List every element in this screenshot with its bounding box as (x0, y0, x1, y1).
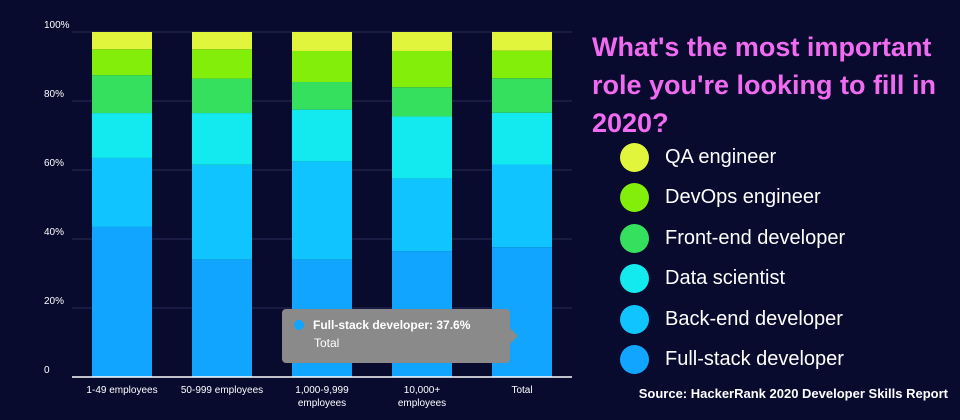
tooltip-swatch (294, 320, 304, 330)
legend-label: Full-stack developer (665, 348, 844, 371)
bar-segment-front-end-developer[interactable] (192, 78, 252, 114)
legend-item-front-end-developer[interactable]: Front-end developer (620, 218, 950, 259)
bar-segment-data-scientist[interactable] (392, 116, 452, 179)
legend-item-qa-engineer[interactable]: QA engineer (620, 137, 950, 178)
bar-segment-back-end-developer[interactable] (392, 178, 452, 252)
y-tick-label: 0 (44, 365, 50, 376)
bar-segment-devops-engineer[interactable] (492, 50, 552, 79)
tooltip-value: Full-stack developer: 37.6% (313, 318, 471, 332)
bar-segment-data-scientist[interactable] (192, 113, 252, 165)
bar-segment-front-end-developer[interactable] (392, 87, 452, 117)
bar-segment-qa-engineer[interactable] (392, 32, 452, 51)
bar-segment-front-end-developer[interactable] (92, 75, 152, 114)
legend-label: Back-end developer (665, 307, 843, 330)
legend-swatch (620, 183, 649, 213)
legend-item-data-scientist[interactable]: Data scientist (620, 259, 950, 300)
chart-tooltip: Full-stack developer: 37.6% Total (282, 309, 518, 363)
bar-segment-qa-engineer[interactable] (292, 32, 352, 51)
y-tick-label: 80% (44, 89, 64, 100)
y-tick-label: 60% (44, 158, 64, 169)
legend-swatch (620, 142, 649, 172)
bar-segment-front-end-developer[interactable] (492, 78, 552, 113)
chart-title: What's the most important role you're lo… (592, 32, 936, 138)
x-tick-label: 1,000-9,999 employees (295, 385, 349, 409)
bar-segment-back-end-developer[interactable] (92, 157, 152, 227)
bar-segment-devops-engineer[interactable] (392, 50, 452, 88)
bar-segment-qa-engineer[interactable] (92, 32, 152, 50)
bar-segment-qa-engineer[interactable] (192, 32, 252, 50)
legend-label: Front-end developer (665, 226, 846, 249)
bar-segment-back-end-developer[interactable] (292, 161, 352, 260)
y-tick-label: 20% (44, 296, 64, 307)
bar-segment-devops-engineer[interactable] (92, 49, 152, 76)
x-tick-label: 1-49 employees (86, 385, 157, 396)
legend-item-back-end-developer[interactable]: Back-end developer (620, 299, 950, 340)
x-tick-label: 50-999 employees (181, 385, 263, 396)
bar-segment-back-end-developer[interactable] (492, 164, 552, 248)
bar-segment-full-stack-developer[interactable] (192, 259, 252, 377)
bar-segment-data-scientist[interactable] (92, 113, 152, 158)
legend-swatch (620, 264, 649, 294)
legend-swatch (620, 345, 649, 375)
legend-swatch (620, 223, 649, 253)
tooltip-category: Total (314, 336, 340, 350)
legend-item-full-stack-developer[interactable]: Full-stack developer (620, 340, 950, 381)
legend-item-devops-engineer[interactable]: DevOps engineer (620, 178, 950, 219)
y-tick-label: 100% (44, 20, 70, 31)
bar-segment-front-end-developer[interactable] (292, 82, 352, 110)
legend: QA engineer DevOps engineer Front-end de… (620, 137, 950, 380)
y-tick-label: 40% (44, 227, 64, 238)
bar-segment-devops-engineer[interactable] (292, 50, 352, 83)
bar-segment-qa-engineer[interactable] (492, 32, 552, 51)
legend-swatch (620, 304, 649, 334)
bar-segment-devops-engineer[interactable] (192, 49, 252, 79)
x-tick-label: Total (511, 385, 532, 396)
bar-segment-data-scientist[interactable] (492, 112, 552, 165)
legend-label: DevOps engineer (665, 186, 821, 209)
source-note: Source: HackerRank 2020 Developer Skills… (638, 386, 948, 401)
x-tick-label: 10,000+ employees (398, 385, 446, 409)
bar-segment-data-scientist[interactable] (292, 109, 352, 162)
bar-segment-full-stack-developer[interactable] (92, 226, 152, 377)
bar-segment-back-end-developer[interactable] (192, 164, 252, 260)
legend-label: QA engineer (665, 145, 777, 168)
legend-label: Data scientist (665, 267, 786, 290)
